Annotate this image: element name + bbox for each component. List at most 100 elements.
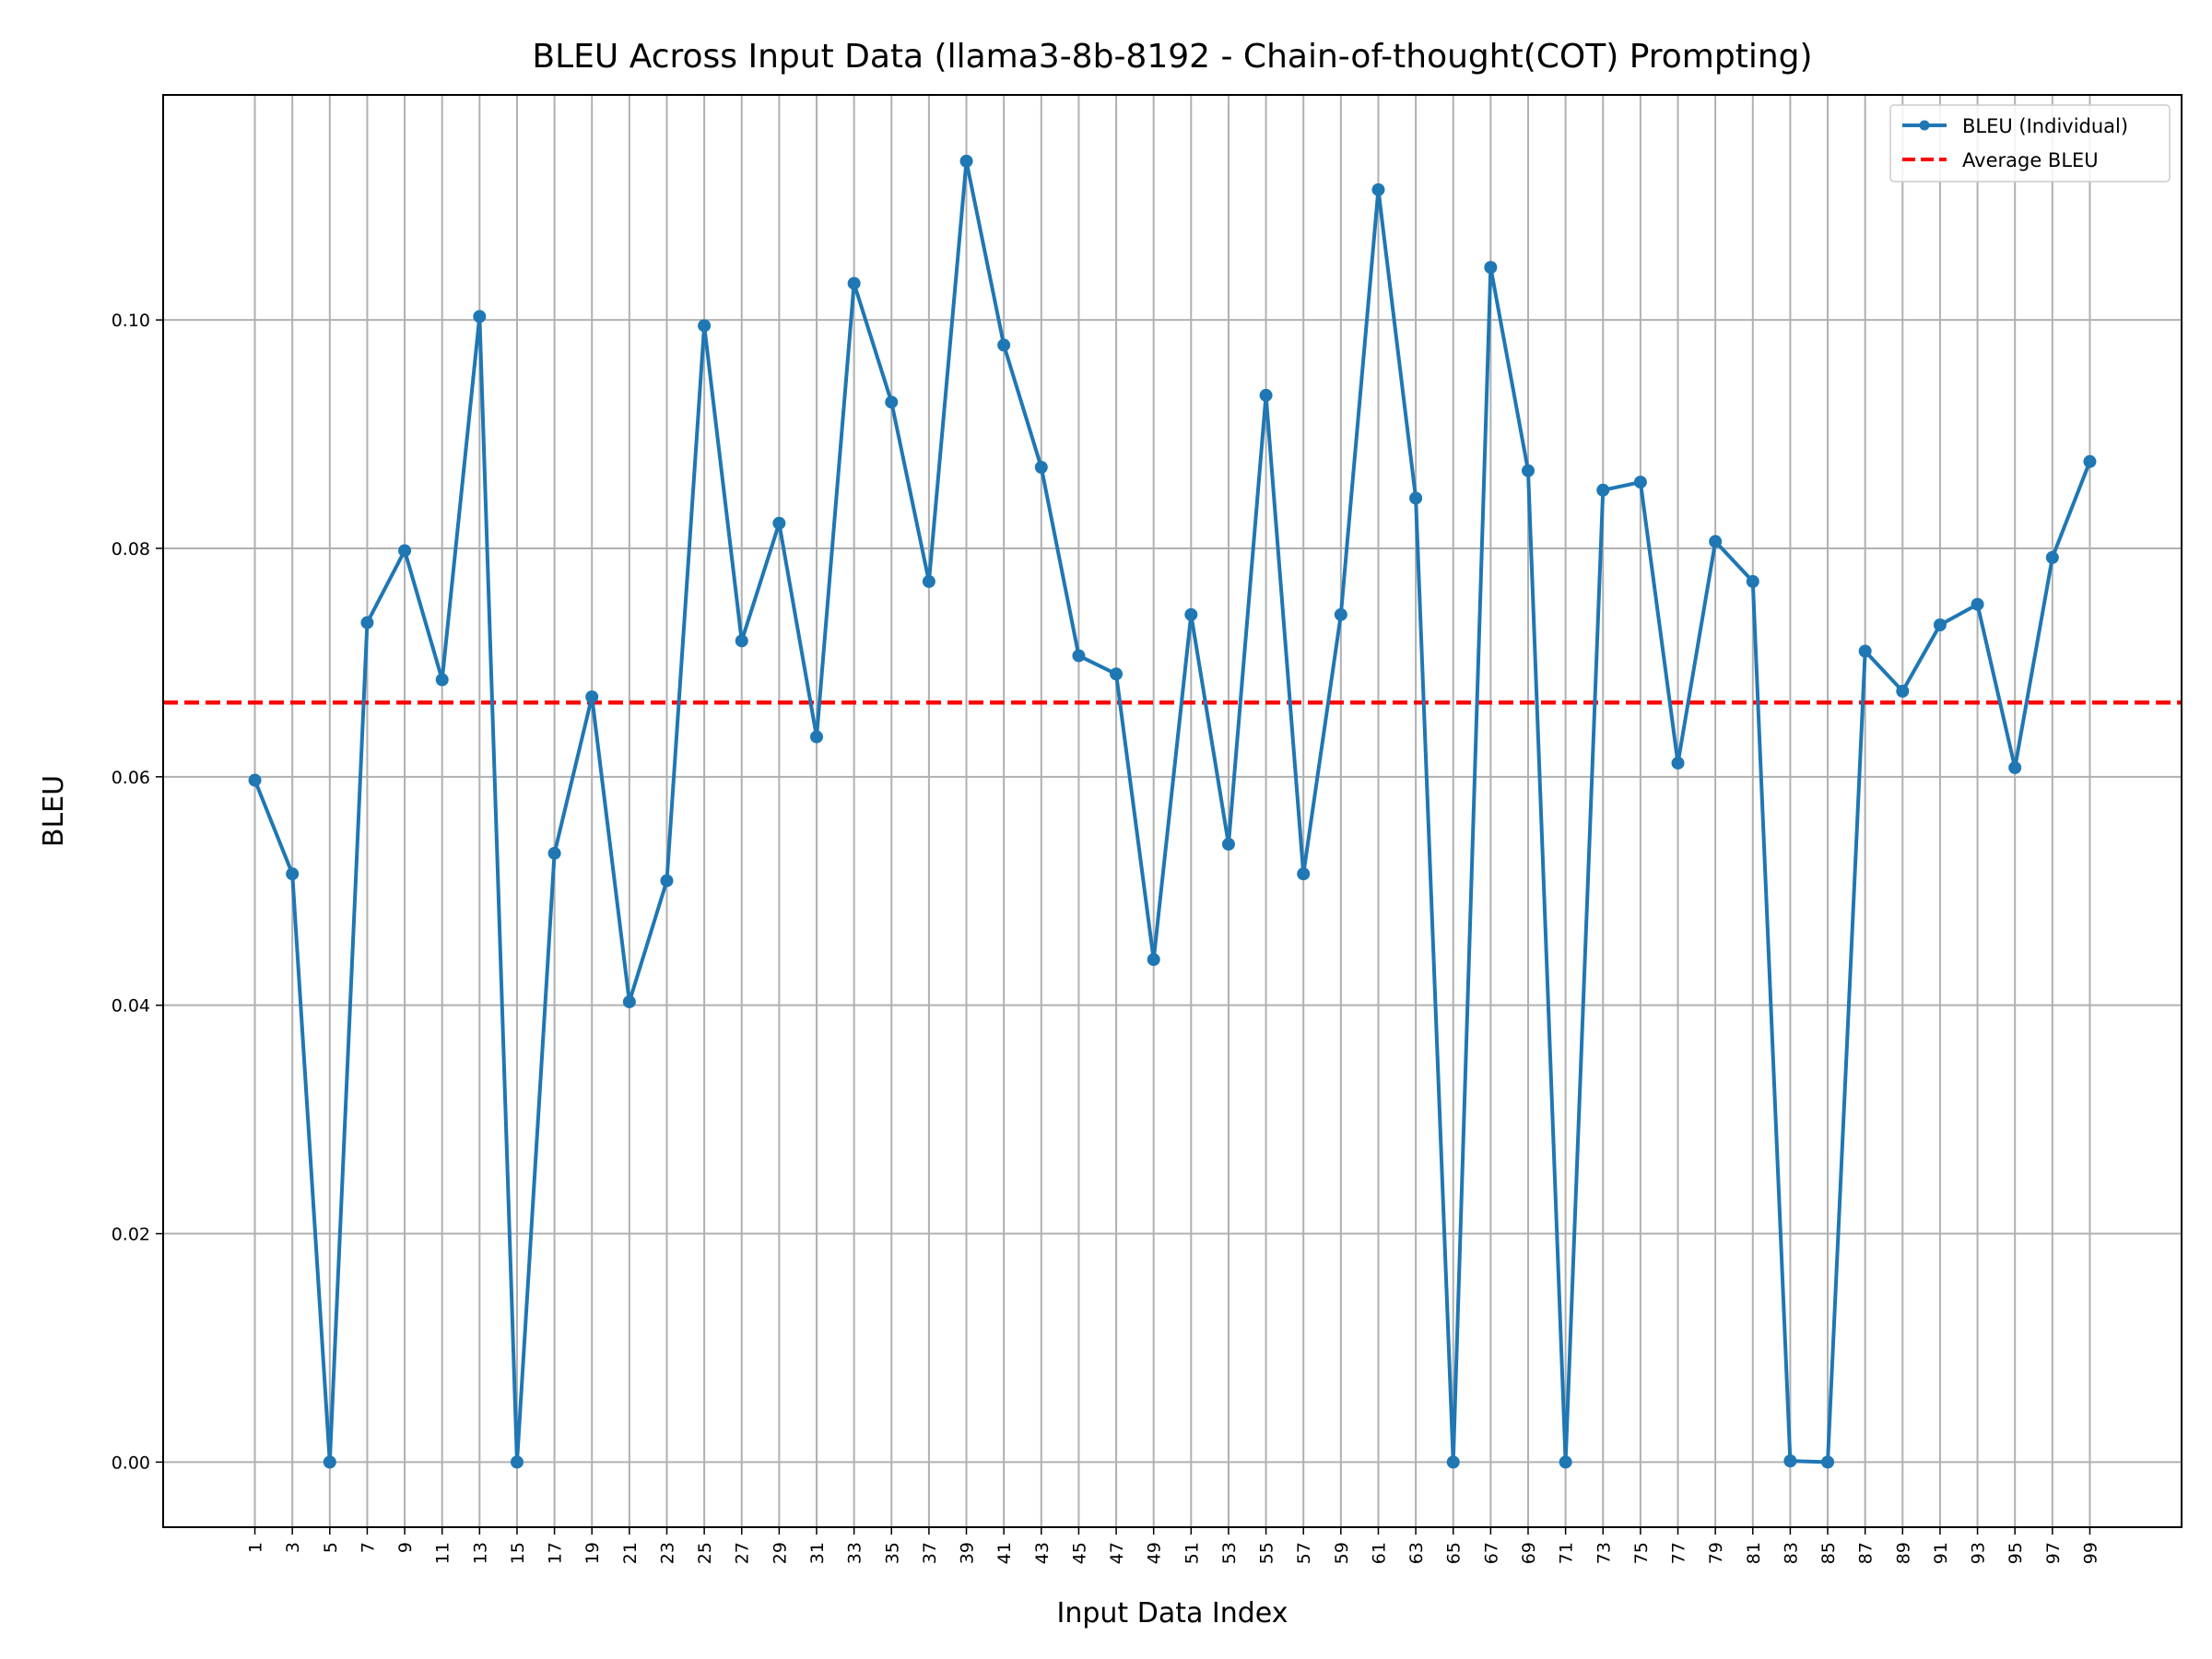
bleu-data-point bbox=[1746, 574, 1759, 588]
x-tick-label: 61 bbox=[1369, 1542, 1389, 1564]
legend-marker-individual bbox=[1919, 120, 1930, 131]
x-tick-label: 3 bbox=[283, 1542, 303, 1553]
bleu-data-point bbox=[1297, 867, 1311, 881]
grid-lines bbox=[163, 95, 2182, 1527]
x-tick-label: 99 bbox=[2080, 1542, 2100, 1564]
x-tick-label: 93 bbox=[1969, 1542, 1989, 1564]
x-tick-label: 83 bbox=[1781, 1542, 1801, 1564]
chart-title: BLEU Across Input Data (llama3-8b-8192 -… bbox=[532, 38, 1812, 76]
bleu-data-point bbox=[1971, 597, 1984, 611]
bleu-data-point bbox=[2045, 550, 2059, 564]
bleu-data-point bbox=[286, 867, 300, 881]
bleu-data-point bbox=[772, 516, 786, 530]
y-tick-label: 0.02 bbox=[112, 1225, 150, 1245]
y-tick-label: 0.10 bbox=[112, 311, 150, 331]
bleu-data-point bbox=[622, 994, 636, 1008]
bleu-data-point bbox=[547, 846, 561, 860]
bleu-data-point bbox=[360, 616, 374, 629]
x-tick-label: 51 bbox=[1182, 1542, 1202, 1564]
x-tick-label: 31 bbox=[807, 1542, 828, 1564]
x-tick-label: 35 bbox=[882, 1542, 902, 1564]
bleu-data-point bbox=[847, 276, 861, 290]
y-axis-title: BLEU bbox=[38, 775, 70, 847]
x-tick-label: 27 bbox=[733, 1542, 753, 1564]
x-tick-label: 39 bbox=[958, 1542, 978, 1564]
x-tick-label: 5 bbox=[321, 1542, 341, 1553]
bleu-data-point bbox=[1110, 667, 1124, 681]
x-tick-label: 15 bbox=[508, 1542, 528, 1564]
bleu-data-point bbox=[997, 338, 1011, 352]
bleu-data-point bbox=[2008, 760, 2022, 774]
x-tick-label: 67 bbox=[1481, 1542, 1501, 1564]
x-tick-label: 23 bbox=[657, 1542, 677, 1564]
bleu-data-point bbox=[435, 673, 449, 687]
x-tick-label: 9 bbox=[395, 1542, 416, 1553]
bleu-data-point bbox=[1446, 1455, 1460, 1469]
x-axis-ticks: 1 3 5 7 9 11 13 15 17 19 21 23 25 27 29 31 33 35 37 39 41 43 4… bbox=[246, 1527, 2100, 1564]
bleu-data-point bbox=[323, 1455, 336, 1469]
x-tick-label: 69 bbox=[1519, 1542, 1539, 1564]
bleu-data-point bbox=[1221, 837, 1235, 851]
x-tick-label: 43 bbox=[1032, 1542, 1053, 1564]
x-tick-label: 11 bbox=[433, 1542, 453, 1564]
x-tick-label: 13 bbox=[470, 1542, 490, 1564]
bleu-data-point bbox=[248, 773, 262, 787]
x-tick-label: 53 bbox=[1219, 1542, 1240, 1564]
x-tick-label: 57 bbox=[1294, 1542, 1314, 1564]
x-tick-label: 71 bbox=[1557, 1542, 1577, 1564]
bleu-data-point bbox=[1184, 607, 1198, 621]
bleu-data-point bbox=[1371, 182, 1385, 196]
bleu-data-point bbox=[1633, 476, 1647, 489]
x-tick-label: 87 bbox=[1856, 1542, 1877, 1564]
x-axis-title: Input Data Index bbox=[1057, 1597, 1288, 1630]
x-tick-label: 75 bbox=[1631, 1542, 1652, 1564]
x-tick-label: 73 bbox=[1594, 1542, 1614, 1564]
bleu-data-point bbox=[1259, 388, 1273, 402]
plot-frame bbox=[162, 94, 2183, 1528]
bleu-data-point bbox=[1821, 1455, 1835, 1469]
bleu-data-point bbox=[1334, 607, 1347, 621]
bleu-data-point bbox=[1147, 953, 1160, 967]
bleu-data-point bbox=[735, 634, 748, 648]
bleu-data-point bbox=[1858, 644, 1872, 658]
bleu-data-point bbox=[660, 874, 674, 888]
legend-label-individual: BLEU (Individual) bbox=[1962, 115, 2128, 137]
x-tick-label: 47 bbox=[1107, 1542, 1127, 1564]
legend: BLEU (Individual) Average BLEU bbox=[1889, 104, 2171, 182]
y-tick-label: 0.00 bbox=[112, 1453, 150, 1473]
y-axis-ticks: 0.00 0.02 0.04 0.06 0.08 0.10 bbox=[112, 311, 163, 1473]
x-tick-label: 89 bbox=[1893, 1542, 1913, 1564]
bleu-data-point bbox=[1783, 1454, 1797, 1468]
x-tick-label: 49 bbox=[1145, 1542, 1165, 1564]
bleu-data-point bbox=[1521, 464, 1535, 477]
bleu-data-point bbox=[922, 574, 935, 588]
bleu-data-point bbox=[698, 319, 712, 333]
x-tick-label: 77 bbox=[1669, 1542, 1689, 1564]
bleu-data-point bbox=[1596, 483, 1610, 497]
y-tick-label: 0.06 bbox=[112, 768, 150, 788]
x-tick-label: 33 bbox=[845, 1542, 865, 1564]
bleu-data-point bbox=[2083, 454, 2097, 468]
bleu-data-point bbox=[510, 1455, 524, 1469]
x-tick-label: 97 bbox=[2043, 1542, 2064, 1564]
bleu-data-point bbox=[473, 310, 487, 324]
legend-box bbox=[1889, 104, 2171, 182]
x-tick-label: 45 bbox=[1069, 1542, 1089, 1564]
x-tick-label: 19 bbox=[582, 1542, 603, 1564]
x-tick-label: 7 bbox=[358, 1542, 378, 1553]
bleu-data-point bbox=[1671, 756, 1685, 770]
bleu-data-point bbox=[1484, 261, 1498, 275]
x-tick-label: 21 bbox=[620, 1542, 641, 1564]
x-tick-label: 37 bbox=[920, 1542, 940, 1564]
bleu-individual-line bbox=[253, 159, 2092, 1465]
x-tick-label: 85 bbox=[1818, 1542, 1839, 1564]
x-tick-label: 29 bbox=[770, 1542, 790, 1564]
x-tick-label: 25 bbox=[695, 1542, 715, 1564]
x-tick-label: 17 bbox=[546, 1542, 566, 1564]
series-layer bbox=[248, 154, 2097, 1469]
y-tick-label: 0.04 bbox=[112, 996, 150, 1017]
x-tick-label: 1 bbox=[246, 1542, 266, 1553]
x-tick-label: 63 bbox=[1406, 1542, 1427, 1564]
bleu-data-point bbox=[398, 544, 412, 558]
